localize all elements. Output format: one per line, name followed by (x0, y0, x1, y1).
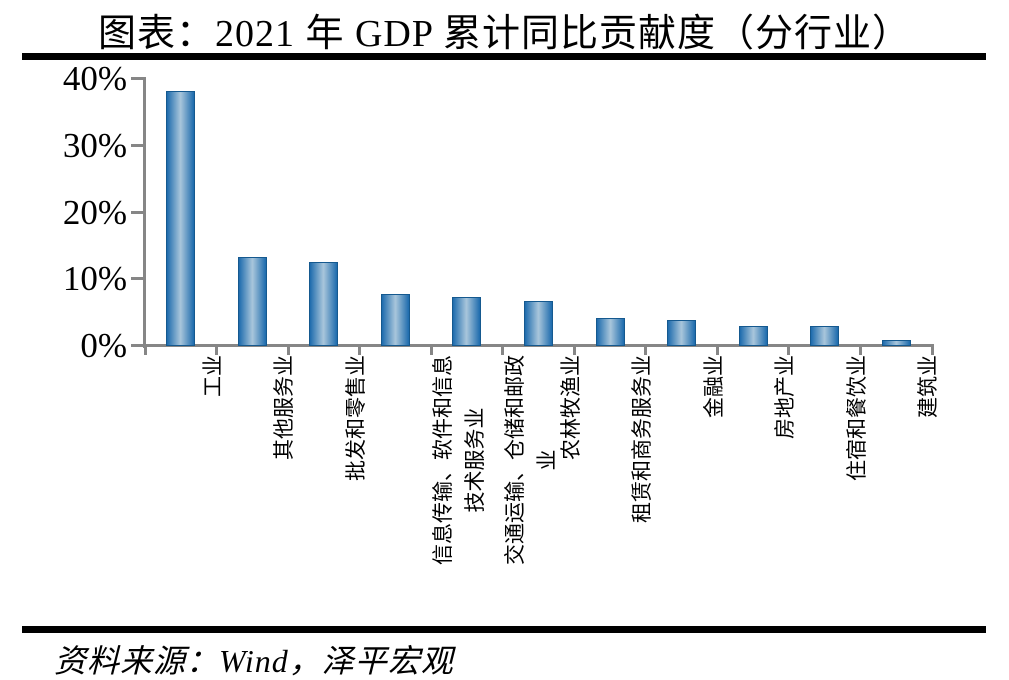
bar (380, 294, 410, 346)
y-axis-tick-label: 0% (80, 326, 127, 365)
x-axis-category-label: 住宿和餐饮业 (844, 355, 869, 481)
bar (667, 320, 697, 346)
source-note: 资料来源：Wind，泽平宏观 (54, 643, 454, 679)
y-axis-tick (131, 210, 146, 214)
x-axis-category-label: 房地产业 (773, 355, 798, 439)
x-axis-tick (143, 347, 147, 355)
y-axis-tick-label: 10% (62, 259, 127, 299)
y-axis-tick (131, 344, 146, 347)
top-divider-rule (22, 53, 986, 60)
y-axis-tick-label: 40% (62, 59, 127, 98)
x-axis-category-label: 金融业 (701, 355, 726, 418)
bar (738, 325, 768, 346)
x-axis-category-label: 交通运输、仓储和邮政 业 (502, 355, 559, 565)
x-axis-tick (501, 347, 505, 355)
y-axis-tick (131, 277, 146, 281)
x-axis-tick (429, 347, 433, 355)
y-axis-tick (131, 143, 146, 147)
bar (309, 262, 339, 346)
x-axis-category-label: 批发和零售业 (343, 355, 368, 481)
x-axis-category-label: 建筑业 (916, 355, 941, 418)
chart-title: 图表：2021 年 GDP 累计同比贡献度（分行业） (97, 13, 912, 55)
x-axis-tick (215, 347, 219, 355)
bar (595, 317, 625, 346)
y-axis-line (143, 79, 146, 348)
x-axis-tick (715, 347, 719, 355)
x-axis-category-label: 租赁和商务服务业 (630, 355, 655, 523)
x-axis-tick (858, 347, 862, 355)
x-axis-category-label: 农林牧渔业 (558, 355, 583, 460)
y-axis-tick (131, 77, 146, 80)
bar (166, 91, 196, 346)
bar (881, 339, 911, 346)
x-axis-category-label: 其他服务业 (272, 355, 297, 460)
x-axis-category-label: 工业 (200, 355, 225, 397)
x-axis-tick (358, 347, 362, 355)
bottom-divider-rule (22, 626, 986, 633)
x-axis-tick (930, 347, 934, 355)
bar (810, 326, 840, 346)
bar (452, 296, 482, 346)
x-axis-tick (644, 347, 648, 355)
x-axis-tick (286, 347, 290, 355)
bar (237, 256, 267, 346)
x-axis-category-label: 信息传输、软件和信息 技术服务业 (431, 355, 488, 565)
x-axis-tick (572, 347, 576, 355)
y-axis-tick-label: 30% (62, 125, 127, 165)
bar (524, 300, 553, 346)
x-axis-tick (787, 347, 791, 355)
y-axis-tick-label: 20% (62, 192, 127, 232)
